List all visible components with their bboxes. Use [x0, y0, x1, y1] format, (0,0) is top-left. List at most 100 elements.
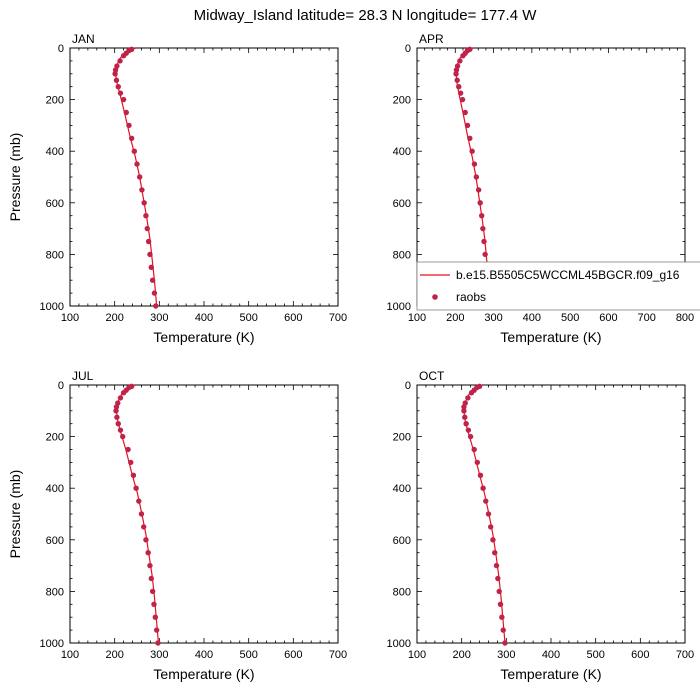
x-tick-label: 100 — [408, 312, 426, 324]
x-tick-label: 400 — [523, 312, 541, 324]
y-tick-label: 600 — [393, 198, 411, 210]
y-tick-label: 200 — [393, 95, 411, 107]
y-tick-label: 1000 — [387, 638, 411, 650]
obs-point — [453, 71, 459, 77]
legend-obs-swatch — [432, 294, 438, 300]
x-tick-label: 500 — [586, 649, 604, 661]
obs-point — [480, 485, 486, 491]
obs-point — [485, 511, 492, 517]
obs-point — [481, 238, 487, 245]
y-tick-label: 200 — [46, 95, 64, 107]
obs-point — [141, 200, 147, 206]
obs-point — [141, 524, 147, 530]
obs-point — [128, 459, 134, 466]
y-tick-label: 800 — [393, 249, 411, 261]
x-axis-title: Temperature (K) — [153, 329, 254, 345]
obs-point — [153, 627, 160, 633]
obs-point — [471, 161, 478, 167]
obs-point — [148, 264, 154, 270]
obs-point — [117, 395, 124, 401]
obs-point — [488, 524, 494, 530]
obs-point — [461, 408, 467, 414]
y-tick-label: 400 — [46, 146, 64, 158]
obs-point — [492, 550, 498, 556]
figure-title: Midway_Island latitude= 28.3 N longitude… — [194, 7, 538, 24]
obs-point — [461, 404, 467, 410]
legend-obs-label: raobs — [456, 290, 486, 304]
y-tick-label: 0 — [405, 380, 411, 392]
panel-oct: 100 200 300 400 500 600 700 0 200 400 600 800 1000 OC… — [387, 369, 695, 682]
x-tick-label: 700 — [676, 649, 694, 661]
obs-point — [149, 277, 156, 283]
obs-point — [493, 562, 500, 569]
obs-point — [145, 550, 151, 556]
obs-point — [120, 96, 127, 103]
obs-point — [125, 446, 131, 453]
y-tick-label: 600 — [46, 198, 64, 210]
obs-point — [113, 77, 120, 83]
legend-model-label: b.e15.B5505C5WCCML45BGCR.f09_g16 — [456, 268, 680, 282]
obs-point — [112, 71, 118, 77]
obs-point — [467, 433, 474, 440]
obs-point — [480, 225, 486, 232]
x-tick-label: 600 — [284, 312, 302, 324]
obs-point — [114, 414, 120, 420]
x-tick-label: 600 — [631, 649, 649, 661]
obs-point — [463, 421, 469, 427]
panel-label-apr: APR — [419, 32, 444, 46]
x-tick-label: 200 — [446, 312, 464, 324]
obs-point — [120, 433, 126, 440]
obs-point — [468, 390, 475, 396]
obs-point — [134, 161, 140, 167]
obs-point — [123, 109, 129, 116]
panel-label-oct: OCT — [419, 369, 445, 383]
obs-point — [483, 498, 489, 504]
x-tick-label: 500 — [561, 312, 579, 324]
obs-point — [147, 251, 153, 258]
obs-point — [139, 187, 145, 193]
obs-point — [126, 122, 132, 129]
legend-box — [416, 261, 700, 311]
y-tick-label: 1000 — [40, 301, 64, 313]
y-tick-label: 1000 — [387, 301, 411, 313]
obs-point — [496, 588, 502, 595]
obs-point — [143, 537, 149, 543]
plot-frame-jan — [69, 47, 339, 307]
obs-point — [136, 174, 143, 180]
y-tick-label: 1000 — [40, 638, 64, 650]
obs-point — [133, 485, 139, 491]
x-tick-label: 600 — [599, 312, 617, 324]
obs-point — [155, 640, 161, 646]
y-tick-label: 0 — [58, 43, 64, 55]
obs-point — [456, 84, 462, 90]
obs-point — [120, 390, 127, 396]
x-tick-label: 700 — [329, 649, 347, 661]
x-tick-label: 700 — [638, 312, 656, 324]
obs-point — [148, 575, 154, 582]
obs-point — [115, 84, 121, 90]
obs-point — [469, 148, 475, 154]
obs-point — [457, 58, 463, 64]
panel-apr: 100 200 300 400 500 600 700 800 0 200 400 600 800 100… — [387, 32, 695, 345]
obs-point — [149, 588, 156, 595]
obs-point — [117, 58, 123, 64]
x-tick-label: 300 — [484, 312, 502, 324]
obs-point — [499, 614, 505, 620]
x-tick-label: 500 — [239, 649, 257, 661]
y-tick-label: 400 — [46, 483, 64, 495]
obs-point — [151, 290, 158, 296]
x-axis-title: Temperature (K) — [153, 666, 254, 682]
obs-point — [462, 109, 468, 116]
obs-point — [477, 472, 484, 478]
panels-group: 100 200 300 400 500 600 70002004006008001000JA… — [7, 32, 694, 682]
obs-point — [467, 135, 473, 141]
obs-point — [475, 187, 482, 193]
y-axis-title: Pressure (mb) — [7, 470, 23, 559]
obs-point — [153, 303, 159, 309]
obs-point — [152, 614, 159, 620]
obs-point — [454, 77, 460, 83]
x-tick-label: 300 — [150, 312, 168, 324]
obs-point — [497, 601, 504, 607]
panel-jul: 100 200 300 400 500 600 700 0 200 400 600 800 1000 JU… — [7, 369, 347, 682]
